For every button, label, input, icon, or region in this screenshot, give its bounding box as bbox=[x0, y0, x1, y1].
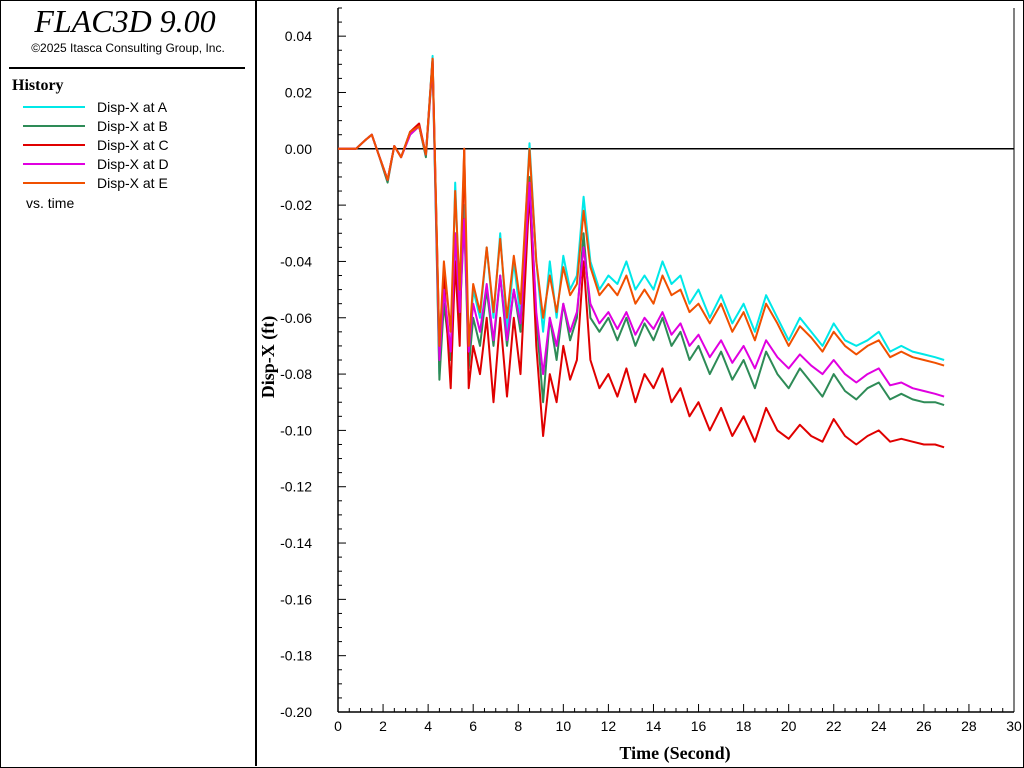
x-tick-label: 0 bbox=[334, 718, 342, 734]
y-tick-label: -0.04 bbox=[280, 253, 312, 269]
legend-item-disp-x-b: Disp-X at B bbox=[23, 117, 243, 135]
series-line-disp-x-at-e bbox=[338, 57, 945, 367]
x-tick-label: 20 bbox=[781, 718, 797, 734]
legend-panel: FLAC3D 9.00 ©2025 Itasca Consulting Grou… bbox=[1, 1, 257, 766]
y-tick-label: -0.08 bbox=[280, 366, 312, 382]
history-heading: History bbox=[12, 77, 64, 94]
legend-swatch bbox=[23, 125, 85, 127]
legend-label: Disp-X at B bbox=[97, 118, 168, 134]
x-tick-label: 18 bbox=[736, 718, 752, 734]
y-tick-label: -0.16 bbox=[280, 591, 312, 607]
legend-item-disp-x-a: Disp-X at A bbox=[23, 98, 243, 116]
copyright-notice: ©2025 Itasca Consulting Group, Inc. bbox=[31, 41, 225, 55]
y-tick-label: 0.00 bbox=[285, 141, 312, 157]
legend-item-disp-x-c: Disp-X at C bbox=[23, 136, 243, 154]
y-tick-label: -0.06 bbox=[280, 310, 312, 326]
x-tick-label: 8 bbox=[514, 718, 522, 734]
x-tick-label: 4 bbox=[424, 718, 432, 734]
x-tick-label: 10 bbox=[556, 718, 572, 734]
x-tick-label: 24 bbox=[871, 718, 887, 734]
x-tick-label: 22 bbox=[826, 718, 842, 734]
x-tick-label: 16 bbox=[691, 718, 707, 734]
legend-label: Disp-X at A bbox=[97, 99, 168, 115]
x-tick-label: 30 bbox=[1006, 718, 1022, 734]
vs-time-label: vs. time bbox=[26, 195, 75, 211]
y-tick-label: -0.14 bbox=[280, 535, 312, 551]
y-tick-label: -0.12 bbox=[280, 479, 312, 495]
chart-axes: 0.04 0.02 0.00 -0.02 -0.04 -0.06 -0.08 -0.10 -0.… bbox=[280, 7, 1022, 734]
app-title: FLAC3D 9.00 bbox=[34, 3, 216, 39]
chart-series bbox=[338, 54, 945, 449]
legend-item-disp-x-e: Disp-X at E bbox=[23, 174, 243, 192]
x-axis-label: Time (Second) bbox=[619, 743, 730, 764]
chart-area: 0.04 0.02 0.00 -0.02 -0.04 -0.06 -0.08 -0.10 -0.… bbox=[258, 7, 1022, 764]
legend-item-disp-x-d: Disp-X at D bbox=[23, 155, 243, 173]
y-tick-label: -0.02 bbox=[280, 197, 312, 213]
legend-swatch bbox=[23, 182, 85, 184]
y-tick-label: -0.18 bbox=[280, 648, 312, 664]
y-tick-label: -0.10 bbox=[280, 422, 312, 438]
x-tick-label: 28 bbox=[961, 718, 977, 734]
y-tick-label: -0.20 bbox=[280, 704, 312, 720]
legend-label: Disp-X at E bbox=[97, 175, 168, 191]
x-tick-label: 14 bbox=[646, 718, 662, 734]
x-tick-label: 6 bbox=[469, 718, 477, 734]
legend-label: Disp-X at C bbox=[97, 137, 169, 153]
x-tick-label: 26 bbox=[916, 718, 932, 734]
y-tick-label: 0.04 bbox=[285, 28, 312, 44]
y-tick-label: 0.02 bbox=[285, 84, 312, 100]
x-tick-label: 12 bbox=[601, 718, 617, 734]
legend-swatch bbox=[23, 144, 85, 146]
x-tick-label: 2 bbox=[379, 718, 387, 734]
legend-label: Disp-X at D bbox=[97, 156, 169, 172]
legend-swatch bbox=[23, 106, 85, 108]
title-divider bbox=[9, 67, 245, 69]
legend-swatch bbox=[23, 163, 85, 165]
y-axis-label: Disp-X (ft) bbox=[258, 316, 279, 399]
